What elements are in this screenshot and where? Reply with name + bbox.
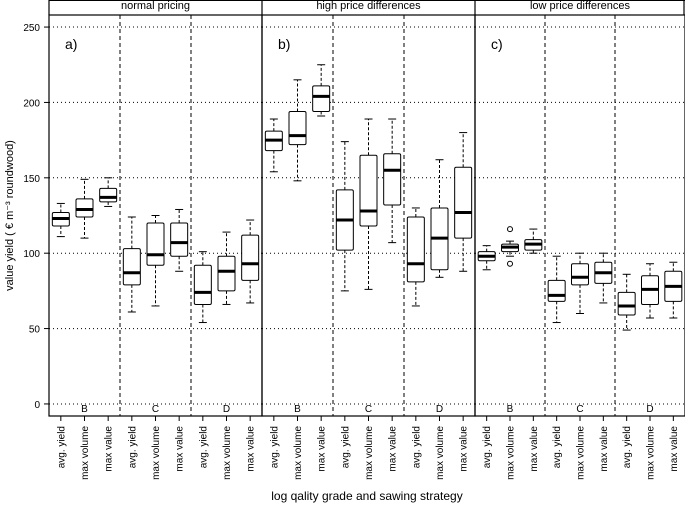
panel-letter: b)	[278, 36, 290, 52]
grade-label: C	[152, 404, 159, 415]
grade-label: D	[646, 404, 653, 415]
y-tick-label: 0	[34, 400, 40, 411]
x-tick-label: max value	[175, 426, 186, 472]
x-tick-label: max volume	[151, 426, 162, 480]
box	[241, 234, 260, 281]
box	[617, 291, 636, 316]
box	[146, 222, 165, 266]
x-tick-label: avg. yield	[552, 426, 563, 468]
x-tick-label: avg. yield	[127, 426, 138, 468]
grade-label: B	[81, 404, 88, 415]
panel-title: low price differences	[530, 0, 631, 12]
y-tick-label: 150	[23, 174, 40, 185]
x-tick-label: max volume	[506, 426, 517, 480]
box	[217, 255, 236, 292]
y-tick-label: 50	[29, 325, 41, 336]
x-tick-label: max value	[246, 426, 257, 472]
grade-label: B	[294, 404, 301, 415]
x-tick-label: max value	[317, 426, 328, 472]
panel-letter: c)	[491, 36, 503, 52]
x-tick-label: max value	[459, 426, 470, 472]
box	[547, 279, 566, 302]
panel-title: high price differences	[316, 0, 421, 12]
box	[571, 263, 589, 286]
x-tick-label: max volume	[293, 426, 304, 480]
x-tick-label: max volume	[364, 426, 375, 480]
y-axis-label: value yield ( € m⁻³ roundwood)	[4, 140, 16, 291]
y-tick-label: 250	[23, 23, 40, 34]
grade-label: B	[507, 404, 514, 415]
box	[312, 85, 331, 112]
y-tick-label: 100	[23, 249, 40, 260]
x-tick-label: avg. yield	[198, 426, 209, 468]
grade-label: C	[576, 404, 583, 415]
box	[359, 154, 378, 227]
box	[383, 153, 402, 206]
box	[406, 216, 425, 283]
box	[454, 166, 473, 239]
box	[122, 248, 141, 286]
x-tick-label: avg. yield	[411, 426, 422, 468]
x-tick-label: max value	[388, 426, 399, 472]
outlier-point	[507, 260, 513, 267]
x-tick-label: max value	[529, 426, 540, 472]
x-tick-label: avg. yield	[269, 426, 280, 468]
grade-label: D	[223, 404, 230, 415]
box	[193, 264, 212, 305]
x-tick-label: max volume	[646, 426, 657, 480]
x-tick-label: max volume	[222, 426, 233, 480]
grade-label: C	[365, 404, 372, 415]
x-tick-label: max volume	[80, 426, 91, 480]
panel-frame	[474, 14, 685, 417]
x-tick-label: avg. yield	[56, 426, 67, 468]
box	[99, 187, 118, 203]
x-tick-label: max volume	[576, 426, 587, 480]
x-tick-label: max value	[104, 426, 115, 472]
x-tick-label: max value	[669, 426, 680, 472]
box	[170, 222, 189, 257]
box	[75, 198, 94, 218]
grade-label: D	[436, 404, 443, 415]
x-tick-label: max volume	[435, 426, 446, 480]
panel-letter: a)	[65, 36, 77, 52]
x-tick-label: avg. yield	[622, 426, 633, 468]
x-axis-label: log qality grade and sawing strategy	[271, 489, 462, 503]
x-tick-label: avg. yield	[482, 426, 493, 468]
x-tick-label: avg. yield	[340, 426, 351, 468]
panel-title: normal pricing	[121, 0, 190, 12]
outlier-point	[507, 226, 513, 233]
y-tick-label: 200	[23, 98, 40, 109]
box	[288, 110, 307, 146]
x-tick-label: max value	[599, 426, 610, 472]
